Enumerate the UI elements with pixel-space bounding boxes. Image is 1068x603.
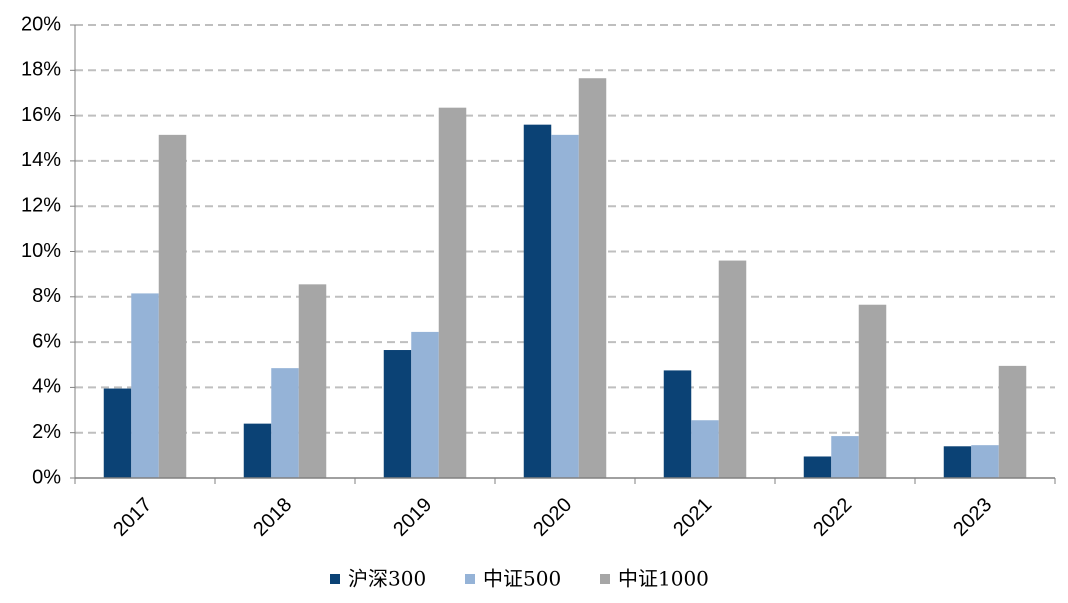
x-tick-label: 2020 xyxy=(529,494,576,541)
bar xyxy=(803,456,832,478)
bar xyxy=(383,350,412,478)
y-tick-label: 2% xyxy=(32,421,61,443)
bar xyxy=(131,293,159,478)
x-tick-label: 2017 xyxy=(109,494,156,541)
bar xyxy=(998,365,1027,478)
x-tick-label: 2022 xyxy=(809,494,856,541)
y-tick-label: 20% xyxy=(21,13,61,35)
y-tick-label: 14% xyxy=(21,149,61,171)
x-tick-label: 2018 xyxy=(249,494,296,541)
legend-swatch xyxy=(600,574,610,584)
bar xyxy=(158,134,187,479)
y-tick-label: 6% xyxy=(32,330,61,352)
x-tick-label: 2019 xyxy=(389,494,436,541)
bar xyxy=(551,134,579,479)
bar xyxy=(578,78,607,478)
bar xyxy=(943,446,972,478)
x-tick-label: 2021 xyxy=(669,494,716,541)
bar xyxy=(438,107,467,479)
y-tick-label: 8% xyxy=(32,285,61,307)
legend-label: 沪深300 xyxy=(348,567,426,591)
legend-label: 中证500 xyxy=(483,567,561,591)
legend-swatch xyxy=(465,574,475,584)
bar xyxy=(298,284,327,478)
bar xyxy=(831,436,859,478)
bar xyxy=(523,124,552,478)
y-tick-label: 12% xyxy=(21,194,61,216)
bar xyxy=(411,331,439,478)
bar xyxy=(858,304,887,478)
y-tick-label: 10% xyxy=(21,240,61,262)
y-tick-label: 18% xyxy=(21,59,61,81)
y-tick-label: 16% xyxy=(21,104,61,126)
bar xyxy=(718,260,747,478)
bar xyxy=(663,370,692,478)
y-tick-label: 0% xyxy=(32,466,61,488)
legend-label: 中证1000 xyxy=(618,567,709,591)
legend-swatch xyxy=(330,574,340,584)
x-tick-label: 2023 xyxy=(949,494,996,541)
bar xyxy=(243,423,272,478)
bar xyxy=(271,368,299,478)
bar xyxy=(691,420,719,478)
bar xyxy=(103,388,132,478)
y-tick-label: 4% xyxy=(32,376,61,398)
legend: 沪深300 中证500 中证1000 xyxy=(330,567,709,591)
bar xyxy=(971,445,999,478)
